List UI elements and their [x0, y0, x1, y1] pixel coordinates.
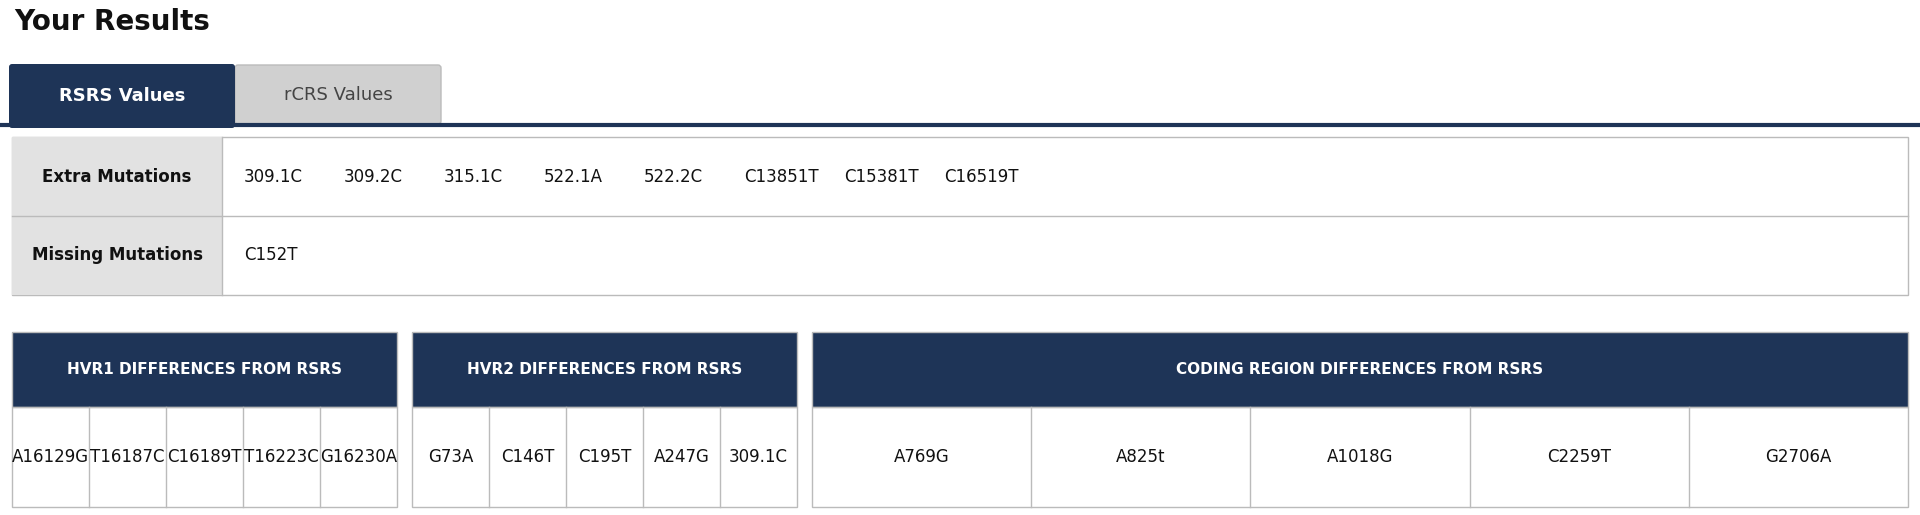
Text: Extra Mutations: Extra Mutations — [42, 167, 192, 185]
Text: 315.1C: 315.1C — [444, 167, 503, 185]
Text: 522.1A: 522.1A — [543, 167, 603, 185]
Bar — [12, 407, 397, 507]
Text: A825t: A825t — [1116, 448, 1165, 466]
Bar — [812, 332, 1908, 407]
Bar — [812, 332, 1908, 407]
Bar — [413, 332, 797, 407]
FancyBboxPatch shape — [10, 64, 234, 128]
Text: G16230A: G16230A — [321, 448, 397, 466]
Text: A769G: A769G — [893, 448, 950, 466]
Text: C2259T: C2259T — [1548, 448, 1611, 466]
Text: C152T: C152T — [244, 247, 298, 265]
Bar — [413, 407, 797, 507]
Text: CODING REGION DIFFERENCES FROM RSRS: CODING REGION DIFFERENCES FROM RSRS — [1177, 362, 1544, 377]
Text: RSRS Values: RSRS Values — [60, 87, 184, 105]
Text: Missing Mutations: Missing Mutations — [31, 247, 202, 265]
Text: C16189T: C16189T — [167, 448, 242, 466]
Text: A16129G: A16129G — [12, 448, 88, 466]
Text: Your Results: Your Results — [13, 8, 209, 36]
Text: A1018G: A1018G — [1327, 448, 1394, 466]
Bar — [12, 332, 397, 407]
Bar — [812, 407, 1908, 507]
Text: T16223C: T16223C — [244, 448, 319, 466]
FancyBboxPatch shape — [234, 65, 442, 124]
Bar — [413, 332, 797, 407]
Text: C16519T: C16519T — [945, 167, 1018, 185]
Text: HVR1 DIFFERENCES FROM RSRS: HVR1 DIFFERENCES FROM RSRS — [67, 362, 342, 377]
Text: C195T: C195T — [578, 448, 632, 466]
Text: G73A: G73A — [428, 448, 472, 466]
Text: 309.1C: 309.1C — [730, 448, 787, 466]
Text: HVR2 DIFFERENCES FROM RSRS: HVR2 DIFFERENCES FROM RSRS — [467, 362, 743, 377]
Bar — [12, 137, 223, 295]
Text: C13851T: C13851T — [745, 167, 818, 185]
Text: 309.2C: 309.2C — [344, 167, 403, 185]
Text: G2706A: G2706A — [1764, 448, 1832, 466]
Text: 522.2C: 522.2C — [643, 167, 703, 185]
Text: T16187C: T16187C — [90, 448, 165, 466]
Bar — [12, 332, 397, 407]
Text: C15381T: C15381T — [845, 167, 918, 185]
Bar — [12, 137, 1908, 295]
Text: A247G: A247G — [653, 448, 708, 466]
Text: 309.1C: 309.1C — [244, 167, 303, 185]
Text: rCRS Values: rCRS Values — [284, 85, 392, 104]
Text: C146T: C146T — [501, 448, 555, 466]
